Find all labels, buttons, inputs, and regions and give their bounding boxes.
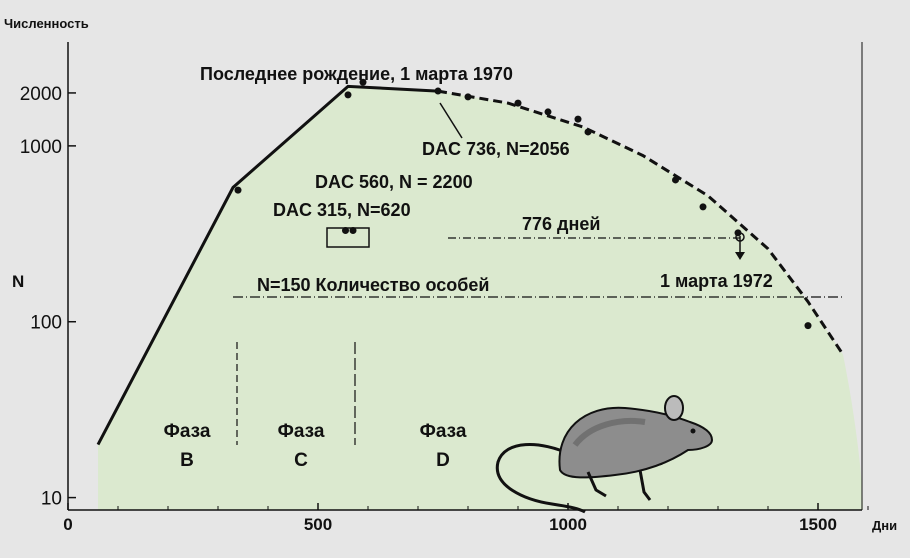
x-axis-unit: Дни [872,518,897,533]
march1972-marker [735,232,745,242]
x-tick-label: 1000 [549,515,587,534]
mouse-tail [495,443,586,514]
data-point [234,186,242,194]
data-point [699,203,707,211]
dac315-box [326,227,370,248]
mouse-illustration [495,395,714,514]
data-point [804,322,812,330]
population-dashed-line [437,89,845,356]
annotation-dac315: DAC 315, N=620 [273,200,411,220]
phase-d-label: Фаза [420,421,467,442]
data-point [574,115,582,123]
y-axis-label: N [12,272,24,291]
mouse-eye [690,428,696,434]
data-point [514,99,522,107]
annotation-n150: N=150 Количество особей [257,275,489,295]
annotation-last-birth: Последнее рождение, 1 марта 1970 [200,64,513,84]
data-point [672,176,679,184]
phase-c-letter: C [294,450,308,471]
data-point [584,128,592,136]
y-axis-title-top: Численность [4,16,89,31]
x-tick-label: 1500 [799,515,837,534]
annotation-dac736: DAC 736, N=2056 [422,139,570,159]
data-point [544,108,552,116]
march1972-arrowhead [735,252,745,260]
annotation-march-1972: 1 марта 1972 [660,271,773,291]
population-solid-line [96,84,439,446]
data-point [464,93,472,101]
y-tick-label: 2000 [20,84,62,105]
phase-b-label: Фаза [164,421,211,442]
data-point [434,87,442,95]
mouse-front-leg [638,469,652,501]
phase-b-letter: B [180,450,194,471]
dac315-point [342,227,349,235]
dac315-point [349,227,357,235]
data-point [344,91,352,99]
phase-d-letter: D [436,450,450,471]
y-tick-label: 1000 [20,137,62,158]
mouse-ear [664,395,684,421]
mouse-hind-leg [586,471,607,498]
dac736-pointer [439,102,463,139]
phase-c-label: Фаза [278,421,325,442]
data-point [359,78,367,86]
x-tick-label: 500 [304,515,332,534]
y-tick-label: 100 [30,313,62,334]
annotation-dac560: DAC 560, N = 2200 [315,172,473,192]
mouse-fur-shading [572,417,646,447]
y-tick-label: 10 [41,489,62,510]
annotation-776-days: 776 дней [522,214,600,234]
x-tick-label: 0 [63,515,72,534]
